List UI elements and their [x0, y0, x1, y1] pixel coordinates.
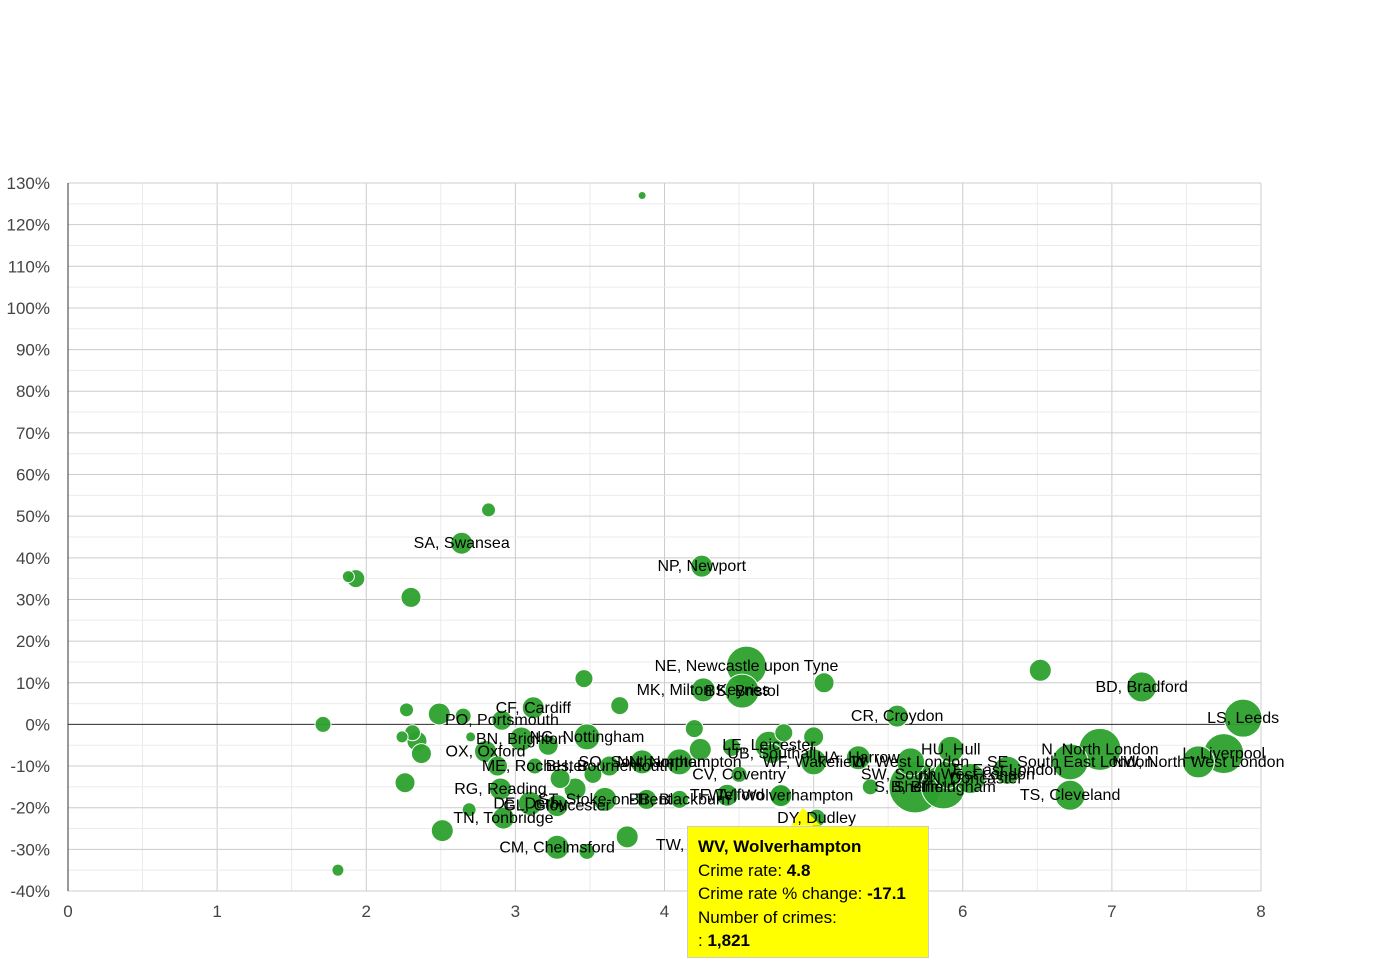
y-tick-label: 40%	[16, 549, 50, 568]
y-tick-label: 130%	[7, 174, 50, 193]
bubble-point[interactable]	[611, 697, 629, 715]
bubble-point[interactable]	[396, 731, 408, 743]
x-tick-label: 6	[958, 902, 967, 921]
y-tick-label: 80%	[16, 382, 50, 401]
y-tick-label: 0%	[25, 715, 50, 734]
x-tick-label: 4	[660, 902, 669, 921]
bubble-label: DY, Dudley	[777, 810, 856, 827]
bubble-label: MK, Milton Keynes	[637, 682, 770, 699]
x-tick-label: 8	[1256, 902, 1265, 921]
bubble-point[interactable]	[342, 571, 354, 583]
tooltip-crime-rate-value: 4.8	[787, 861, 811, 880]
bubble-label: WV, Wolverhampton	[708, 788, 853, 805]
bubble-point[interactable]	[332, 864, 344, 876]
tooltip: WV, Wolverhampton Crime rate: 4.8 Crime …	[687, 826, 929, 958]
y-tick-label: 10%	[16, 674, 50, 693]
bubble-label: HU, Hull	[921, 741, 981, 758]
y-tick-label: 90%	[16, 341, 50, 360]
tooltip-title: WV, Wolverhampton	[698, 837, 861, 856]
y-tick-label: 110%	[8, 257, 50, 276]
y-tick-label: 50%	[16, 507, 50, 526]
x-tick-label: 0	[63, 902, 72, 921]
bubble-label: NG, Nottingham	[530, 729, 645, 746]
tooltip-count-label: Number of crimes:	[698, 908, 837, 927]
bubble-label: CR, Croydon	[851, 708, 943, 725]
bubble-point[interactable]	[482, 503, 496, 517]
bubble-point[interactable]	[395, 773, 415, 793]
bubble-label: NP, Newport	[657, 558, 746, 575]
bubble-label: SA, Swansea	[414, 535, 510, 552]
y-tick-label: 100%	[7, 299, 50, 318]
bubble-point[interactable]	[685, 720, 703, 738]
bubble-point[interactable]	[411, 744, 431, 764]
bubble-label: NE, Newcastle upon Tyne	[655, 658, 839, 675]
y-tick-label: -40%	[10, 882, 50, 901]
y-tick-label: -10%	[10, 757, 50, 776]
bubble-label: L, Liverpool	[1182, 746, 1265, 763]
y-tick-label: -20%	[10, 799, 50, 818]
bubbles	[315, 191, 1262, 876]
grid-lines	[68, 183, 1261, 891]
bubble-point[interactable]	[638, 191, 646, 199]
bubble-point[interactable]	[1029, 659, 1051, 681]
y-tick-label: 70%	[16, 424, 50, 443]
bubble-label: LS, Leeds	[1207, 710, 1279, 727]
bubble-point[interactable]	[466, 732, 476, 742]
bubble-point[interactable]	[616, 826, 638, 848]
tooltip-change-value: -17.1	[867, 884, 906, 903]
tooltip-change-label: Crime rate % change:	[698, 884, 867, 903]
bubble-point[interactable]	[401, 587, 421, 607]
x-tick-label: 1	[212, 902, 221, 921]
y-tick-label: -30%	[10, 840, 50, 859]
bubble-point[interactable]	[575, 670, 593, 688]
x-tick-label: 3	[511, 902, 520, 921]
y-tick-label: 30%	[16, 590, 50, 609]
bubble-point[interactable]	[315, 716, 331, 732]
y-tick-label: 120%	[7, 216, 50, 235]
y-tick-label: 60%	[16, 466, 50, 485]
bubble-label: CM, Chelmsford	[499, 839, 615, 856]
bubble-point[interactable]	[400, 703, 414, 717]
bubble-point[interactable]	[814, 673, 834, 693]
tooltip-count-value: 1,821	[707, 931, 750, 950]
y-tick-label: 20%	[16, 632, 50, 651]
x-tick-label: 7	[1107, 902, 1116, 921]
bubble-label: BD, Bradford	[1095, 679, 1187, 696]
x-tick-label: 2	[362, 902, 371, 921]
tooltip-crime-rate-label: Crime rate:	[698, 861, 787, 880]
bubble-label: CF, Cardiff	[496, 700, 572, 717]
bubble-label: TS, Cleveland	[1020, 787, 1121, 804]
bubble-point[interactable]	[431, 820, 453, 842]
